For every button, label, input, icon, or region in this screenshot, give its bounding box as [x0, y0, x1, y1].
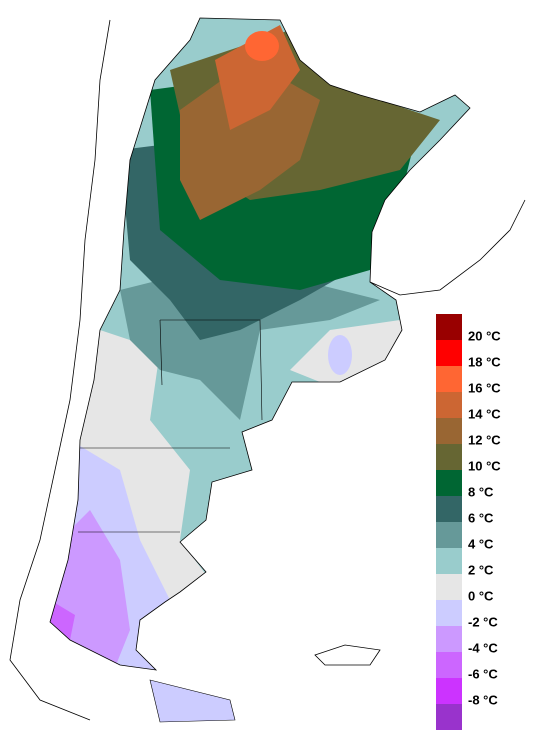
- legend-swatch: [436, 418, 462, 444]
- legend-label: 2 °C: [468, 562, 494, 577]
- malvinas-outline: [314, 644, 381, 666]
- legend-swatch: [436, 366, 462, 392]
- legend-label: -6 °C: [468, 666, 498, 681]
- legend-swatch: [436, 340, 462, 366]
- province-borders: [78, 319, 263, 533]
- legend-swatch: [436, 522, 462, 548]
- legend-label: 6 °C: [468, 510, 494, 525]
- legend-label: -8 °C: [468, 692, 498, 707]
- legend-label: 8 °C: [468, 484, 494, 499]
- legend: 20 °C 18 °C 16 °C 14 °C 12 °C 10 °C 8 °C 6 °C 4 …: [436, 314, 501, 730]
- legend-swatch: [436, 574, 462, 600]
- legend-swatch: [436, 678, 462, 704]
- legend-swatch: [436, 600, 462, 626]
- legend-label: 20 °C: [468, 328, 501, 343]
- legend-label: 14 °C: [468, 406, 501, 421]
- legend-swatch: [436, 470, 462, 496]
- uruguay-brazil-outline: [369, 199, 526, 296]
- legend-label: 10 °C: [468, 458, 501, 473]
- legend-label: 12 °C: [468, 432, 501, 447]
- legend-label: 4 °C: [468, 536, 494, 551]
- legend-label: 0 °C: [468, 588, 494, 603]
- chile-outline: [9, 19, 111, 721]
- legend-swatch: [436, 496, 462, 522]
- legend-swatch: [436, 652, 462, 678]
- legend-label: -4 °C: [468, 640, 498, 655]
- legend-label: -2 °C: [468, 614, 498, 629]
- legend-label: 16 °C: [468, 380, 501, 395]
- legend-swatch: [436, 314, 462, 340]
- legend-swatch: [436, 704, 462, 730]
- country-outline: [49, 17, 471, 671]
- legend-swatch: [436, 626, 462, 652]
- legend-swatch: [436, 444, 462, 470]
- legend-swatch: [436, 392, 462, 418]
- legend-swatch: [436, 548, 462, 574]
- tierra-del-fuego: [149, 679, 236, 723]
- legend-label: 18 °C: [468, 354, 501, 369]
